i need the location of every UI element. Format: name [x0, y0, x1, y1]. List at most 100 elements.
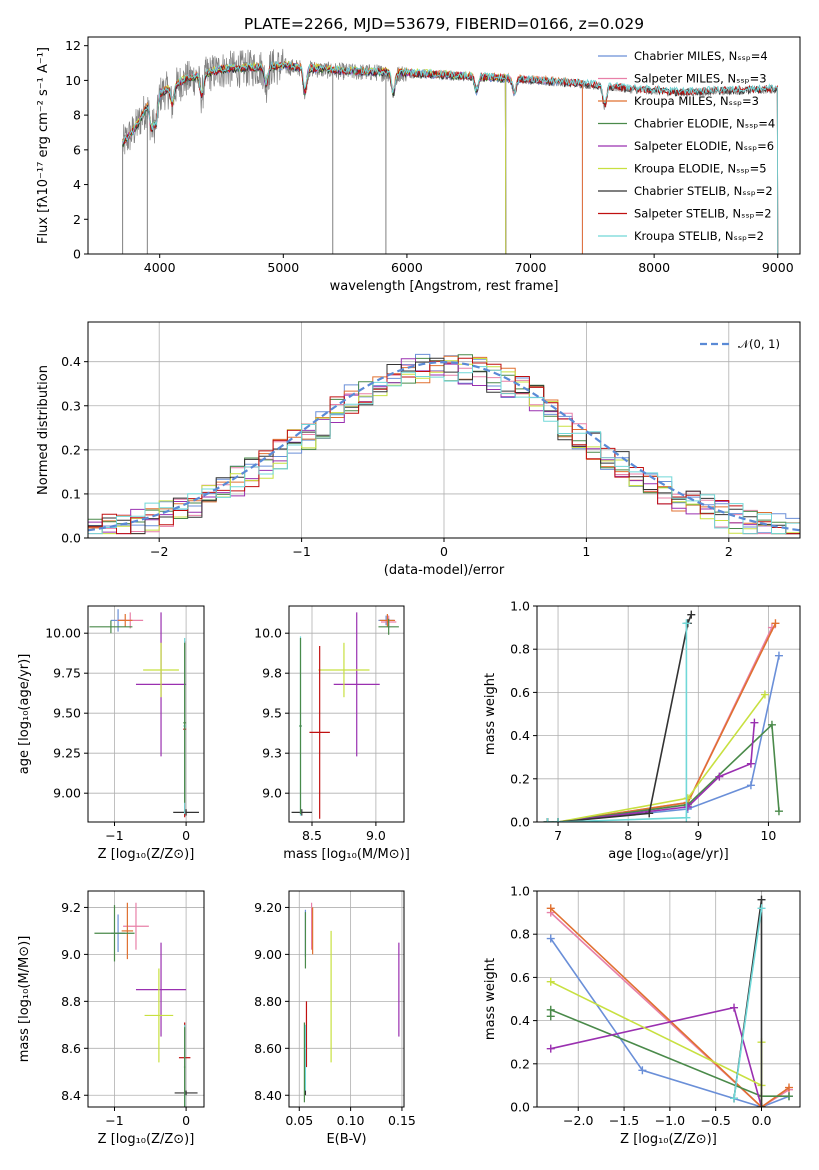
x-tick-label: 10: [760, 828, 776, 843]
model-line-8: [122, 60, 779, 254]
massweight-marker: [746, 759, 755, 768]
x-tick-label: 8000: [638, 260, 670, 275]
massweight-marker: [750, 718, 759, 727]
massweight-marker: [746, 781, 755, 790]
x-tick-label: 7: [554, 828, 562, 843]
y-tick-label: 9.50: [53, 706, 81, 721]
massweight-marker: [785, 1083, 794, 1092]
y-tick-label: 0.1: [61, 486, 81, 501]
legend-entry: Kroupa MILES, Nₛₛₚ=3: [634, 94, 759, 108]
histogram-step-4: [88, 358, 800, 535]
y-tick-label: 8.6: [61, 1041, 81, 1056]
massweight-marker: [785, 1092, 794, 1101]
massweight-line-4: [547, 722, 756, 822]
massweight-marker: [543, 818, 552, 822]
massweight-line-5: [547, 694, 766, 822]
axes-frame: [288, 605, 405, 823]
x-axis-label: (data-model)/error: [384, 563, 505, 578]
y-tick-label: 9.3: [262, 746, 282, 761]
y-tick-label: 0.0: [61, 531, 81, 546]
y-axis-label: mass [log₁₀(M/M⊙)]: [17, 936, 32, 1063]
x-axis-label: age [log₁₀(age/yr)]: [608, 847, 729, 862]
plot-area-age-vs-Z: [88, 606, 204, 822]
x-tick-label: −1.0: [655, 1113, 685, 1128]
massweight-marker: [687, 610, 696, 619]
x-tick-label: −1: [105, 828, 123, 843]
massweight-marker: [645, 809, 654, 818]
x-tick-label: −0.5: [701, 1113, 731, 1128]
y-tick-label: 0.3: [61, 398, 81, 413]
y-tick-label: 0.2: [510, 1056, 530, 1071]
y-tick-label: 9.2: [61, 900, 81, 915]
x-tick-label: −2.0: [563, 1113, 593, 1128]
legend-entry-gaussian: 𝒩(0, 1): [738, 337, 780, 351]
x-tick-label: 9000: [762, 260, 794, 275]
massweight-marker: [546, 934, 555, 943]
x-tick-label: 5000: [267, 260, 299, 275]
massweight-marker: [760, 690, 769, 699]
y-tick-label: 9.00: [254, 947, 282, 962]
y-tick-label: 0.8: [510, 642, 530, 657]
y-tick-label: 2: [73, 212, 81, 227]
massweight-marker: [730, 1094, 739, 1103]
y-tick-label: 0.0: [510, 1100, 530, 1115]
y-tick-label: 4: [73, 177, 81, 192]
massweight-line-2: [550, 907, 790, 1107]
massweight-marker: [682, 619, 691, 628]
y-tick-label: 1.0: [510, 884, 530, 899]
legend-entry: Chabrier MILES, Nₛₛₚ=4: [634, 49, 768, 63]
plot-area-massweight-vs-age: [537, 606, 800, 822]
y-tick-label: 8.60: [254, 1041, 282, 1056]
x-tick-label: 0.15: [388, 1113, 416, 1128]
x-tick-label: 7000: [515, 260, 547, 275]
y-tick-label: 10.00: [45, 626, 81, 641]
massweight-marker: [683, 802, 692, 811]
x-tick-label: 9: [694, 828, 702, 843]
x-tick-label: 8.5: [302, 828, 322, 843]
x-axis-label: Z [log₁₀(Z/Z⊙)]: [620, 1132, 717, 1147]
massweight-marker: [546, 904, 555, 913]
x-tick-label: 4000: [144, 260, 176, 275]
histogram-step-8: [88, 366, 800, 535]
x-tick-label: 0: [440, 544, 448, 559]
legend-entry: Kroupa ELODIE, Nₛₛₚ=5: [634, 162, 767, 176]
y-tick-label: 0.0: [510, 815, 530, 830]
massweight-marker: [546, 1044, 555, 1053]
x-axis-label: E(B-V): [326, 1132, 366, 1147]
x-tick-label: −1: [292, 544, 310, 559]
y-tick-label: 0.6: [510, 685, 530, 700]
legend-entry: Salpeter MILES, Nₛₛₚ=3: [634, 72, 767, 86]
y-tick-label: 0.8: [510, 927, 530, 942]
legend-entry: Salpeter STELIB, Nₛₛₚ=2: [634, 207, 772, 221]
y-tick-label: 6: [73, 142, 81, 157]
massweight-marker: [554, 818, 563, 822]
y-tick-label: 1.0: [510, 599, 530, 614]
x-axis-label: mass [log₁₀(M/M⊙)]: [283, 847, 410, 862]
spectrum-title: PLATE=2266, MJD=53679, FIBERID=0166, z=0…: [244, 15, 644, 33]
y-axis-label: mass weight: [483, 673, 498, 755]
y-tick-label: 9.20: [254, 900, 282, 915]
plot-area-mass-vs-Z: [88, 891, 204, 1107]
massweight-marker: [682, 813, 691, 822]
axes-frame: [87, 890, 205, 1108]
plot-area-spectrum: [122, 48, 779, 254]
axes-frame: [87, 36, 801, 255]
x-tick-label: −1.5: [609, 1113, 639, 1128]
massweight-marker: [771, 619, 780, 628]
y-tick-label: 10.0: [254, 626, 282, 641]
y-tick-label: 9.8: [262, 666, 282, 681]
y-tick-label: 0.4: [61, 354, 81, 369]
y-tick-label: 8: [73, 108, 81, 123]
axes-frame: [536, 605, 801, 823]
y-tick-label: 0.2: [61, 442, 81, 457]
y-tick-label: 9.0: [262, 786, 282, 801]
legend-entry: Chabrier ELODIE, Nₛₛₚ=4: [634, 117, 775, 131]
y-tick-label: 10: [65, 73, 81, 88]
massweight-line-7: [733, 908, 763, 1099]
legend-entry: Salpeter ELODIE, Nₛₛₚ=6: [634, 139, 774, 153]
massweight-marker: [757, 904, 766, 913]
y-tick-label: 8.80: [254, 994, 282, 1009]
x-tick-label: −2: [150, 544, 168, 559]
massweight-marker: [757, 1103, 766, 1107]
x-tick-label: 0.10: [337, 1113, 365, 1128]
